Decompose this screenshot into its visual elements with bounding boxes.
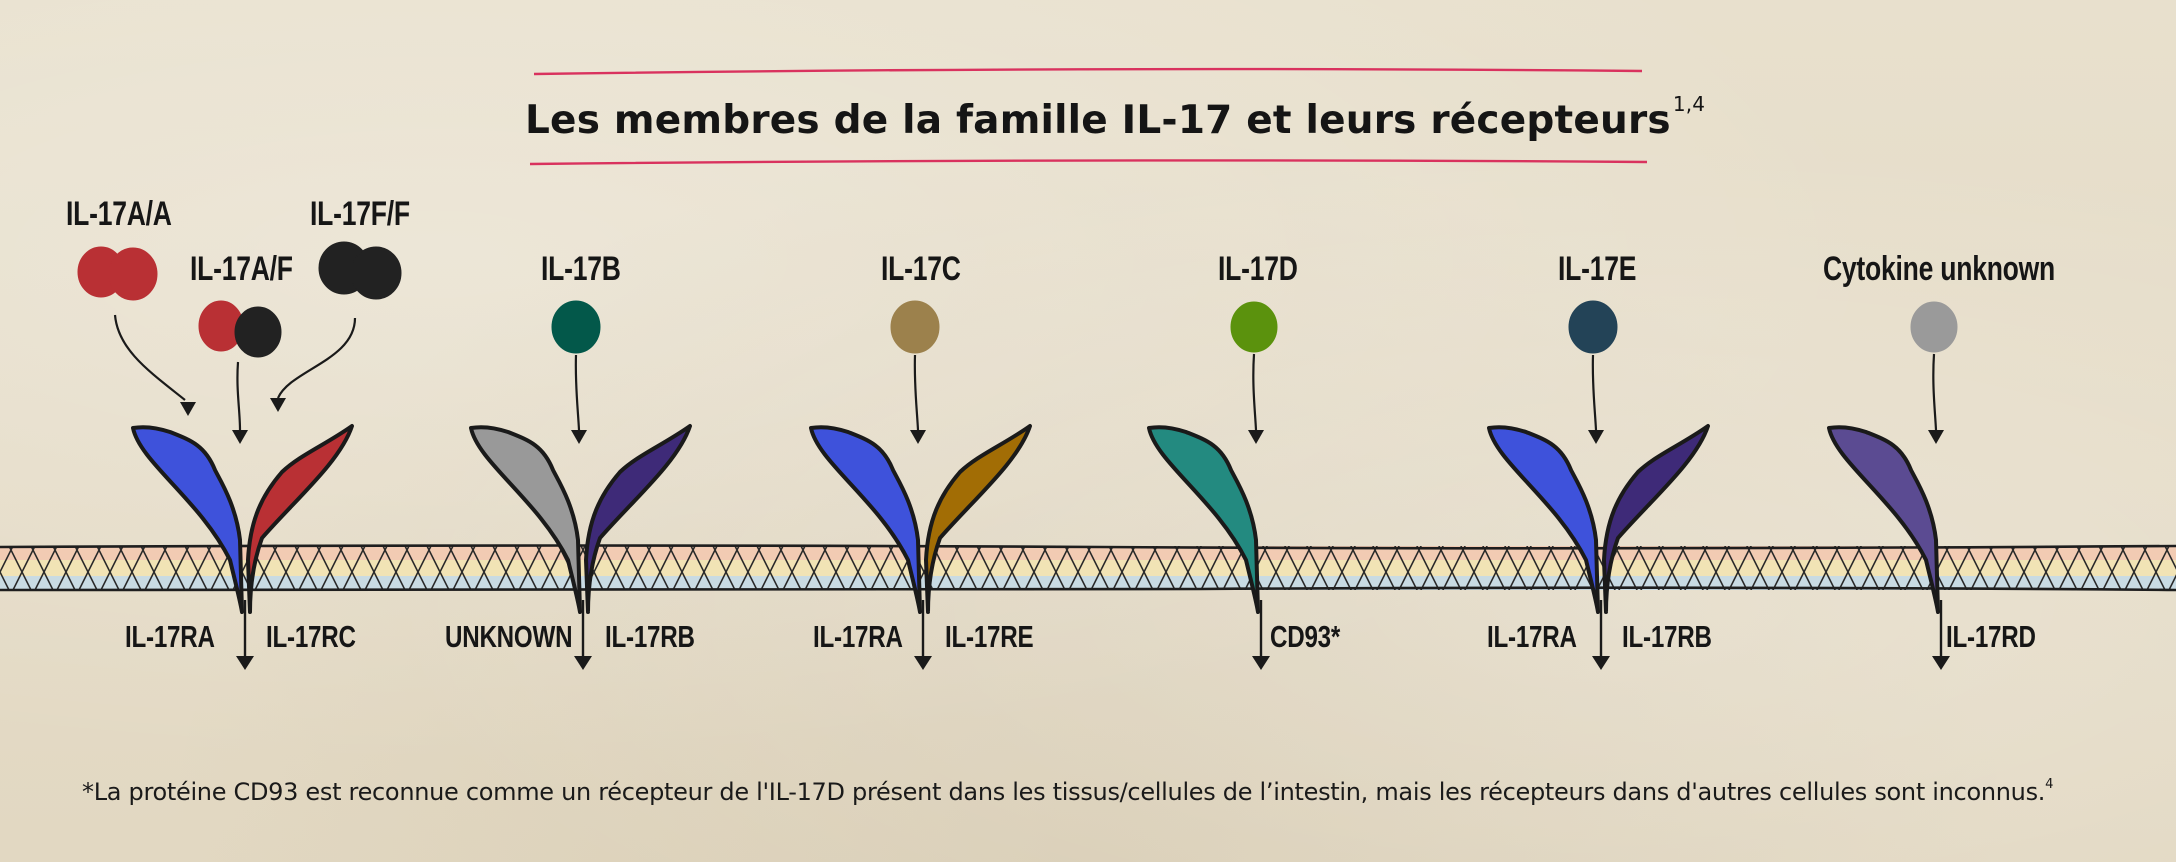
cytokine-il17d [1230, 301, 1278, 353]
arrow-il17ff-line [276, 317, 357, 399]
receptor-label-il17rb-2: IL-17RB [1622, 619, 1712, 654]
cytokine-label-il17b: IL-17B [541, 250, 621, 288]
receptor-label-il17rd: IL-17RD [1946, 619, 2036, 654]
receptor-label-il17ra-1: IL-17RA [125, 619, 215, 654]
receptor-label-il17ra-2: IL-17RA [813, 619, 903, 654]
receptor-tail-head-3 [1252, 656, 1270, 670]
arrow-il17b-head [571, 430, 587, 444]
arrow-unknown-head [1928, 430, 1944, 444]
membrane-edge-bottom [0, 586, 2176, 593]
cytokine-il17e [1568, 300, 1618, 354]
receptor-chain-left-2 [809, 425, 922, 614]
arrow-il17aa-line [113, 314, 186, 401]
footnote: *La protéine CD93 est reconnue comme un … [82, 777, 2122, 806]
receptor-label-il17rb-1: IL-17RB [605, 619, 695, 654]
receptor-tail-head-0 [236, 656, 254, 670]
cytokine-label-il17af: IL-17A/F [190, 250, 293, 288]
cytokine-label-il17e: IL-17E [1558, 250, 1637, 288]
receptor-tail-head-5 [1932, 656, 1950, 670]
cytokine-il17b [551, 300, 601, 354]
footnote-text: *La protéine CD93 est reconnue comme un … [82, 778, 2046, 806]
receptor-tail-head-2 [914, 656, 932, 670]
cytokine-il17ff-f2 [350, 246, 402, 300]
arrow-unknown-line [1932, 353, 1938, 431]
cytokine-layer [77, 241, 1958, 358]
receptor-label-il17re: IL-17RE [945, 619, 1034, 654]
arrow-il17e-head [1588, 430, 1604, 444]
title-ref: 1,4 [1672, 92, 1706, 116]
arrow-il17b-line [574, 354, 581, 431]
cytokine-unknown [1910, 301, 1958, 353]
arrow-layer [113, 314, 1944, 444]
arrow-il17e-line [1591, 354, 1598, 431]
cytokine-il17c [890, 300, 940, 354]
cytokine-label-il17c: IL-17C [881, 250, 961, 288]
receptor-tail-head-1 [574, 656, 592, 670]
arrow-il17aa-head [180, 402, 196, 416]
receptor-tail-head-4 [1592, 656, 1610, 670]
page-title: Les membres de la famille IL-17 et leurs… [525, 92, 1705, 143]
footnote-ref: 4 [2045, 777, 2054, 792]
cytokine-label-il17d: IL-17D [1218, 250, 1298, 288]
receptor-chain-right-2 [924, 424, 1032, 614]
arrow-il17d-line [1252, 353, 1258, 431]
arrow-il17c-line [913, 354, 920, 431]
cytokine-il17aa-a2 [108, 247, 158, 301]
arrow-il17c-head [910, 430, 926, 444]
membrane-crosshatch [0, 546, 2176, 590]
receptor-layer [131, 424, 1950, 670]
cytokine-label-il17ff: IL-17F/F [310, 195, 410, 233]
arrow-il17af-line [236, 361, 242, 431]
cytokine-il17af-f [234, 306, 282, 358]
receptor-chain-right-0 [246, 424, 354, 614]
membrane-edge-top [0, 544, 2176, 550]
title-text: Les membres de la famille IL-17 et leurs… [525, 98, 1671, 143]
receptor-chain-left-4 [1487, 425, 1600, 614]
receptor-label-unknown: UNKNOWN [445, 619, 573, 654]
receptor-chain-left-0 [131, 425, 244, 614]
receptor-label-il17ra-3: IL-17RA [1487, 619, 1577, 654]
receptor-chain-left-5 [1827, 425, 1940, 614]
receptor-chain-right-4 [1602, 424, 1710, 614]
cytokine-label-unknown: Cytokine unknown [1823, 250, 2056, 288]
receptor-chain-left-1 [469, 425, 582, 614]
receptor-chain-left-3 [1147, 425, 1260, 614]
title-line-top [533, 67, 1643, 76]
arrow-il17ff-head [270, 398, 286, 412]
cell-membrane [0, 544, 2176, 593]
receptor-label-il17rc: IL-17RC [266, 619, 356, 654]
receptor-chain-right-1 [584, 424, 692, 614]
cytokine-label-il17aa: IL-17A/A [66, 195, 172, 233]
title-line-bottom [529, 159, 1648, 166]
receptor-label-cd93: CD93* [1270, 619, 1341, 654]
arrow-il17af-head [232, 430, 248, 444]
arrow-il17d-head [1248, 430, 1264, 444]
